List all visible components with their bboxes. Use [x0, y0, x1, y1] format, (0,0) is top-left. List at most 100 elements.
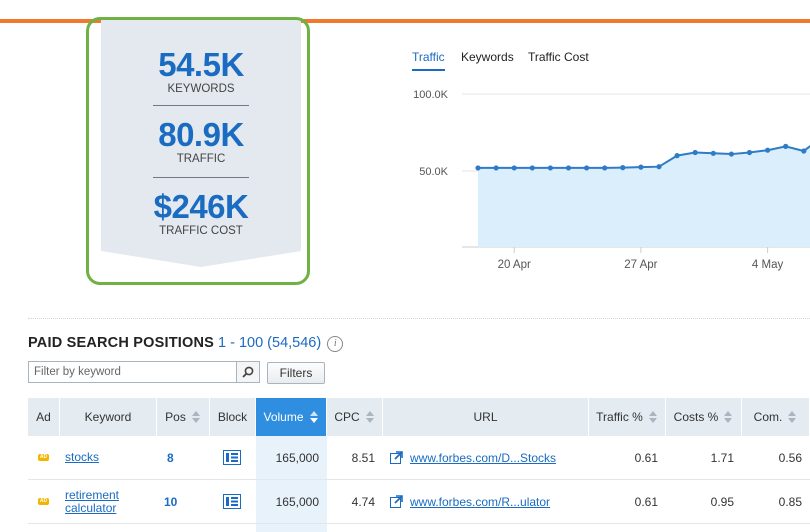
traffic-chart: 100.0K 50.0K 20 Apr 27 Apr 4 May: [413, 89, 810, 271]
url-link[interactable]: www.forbes.com/R...ulator: [410, 494, 551, 509]
tab-keywords[interactable]: Keywords: [461, 50, 514, 64]
column-header-pos[interactable]: Pos: [157, 398, 210, 436]
column-header-keyword[interactable]: Keyword: [60, 398, 157, 436]
tab-traffic-cost[interactable]: Traffic Cost: [528, 50, 589, 64]
url-link[interactable]: www.forbes.com/D...Stocks: [410, 450, 557, 465]
section-header: PAID SEARCH POSITIONS 1 - 100 (54,546) i: [28, 335, 344, 352]
section-divider: [28, 318, 810, 319]
costs-pct-cell: 0.95: [710, 494, 734, 509]
data-point[interactable]: [746, 149, 753, 156]
position-value: 10: [164, 494, 178, 509]
data-point[interactable]: [565, 165, 572, 171]
keyword-link[interactable]: stocks: [65, 450, 100, 464]
sort-icon: [309, 410, 319, 424]
data-point[interactable]: [783, 143, 789, 149]
position-value: 8: [167, 450, 174, 465]
tab-traffic[interactable]: Traffic: [412, 50, 445, 71]
data-point[interactable]: [765, 147, 771, 153]
results-range: 1 - 100 (54,546): [218, 335, 322, 351]
column-header-cpc[interactable]: CPC: [327, 398, 383, 436]
column-header-url: URL: [383, 398, 589, 436]
column-header-com[interactable]: Com.: [742, 398, 810, 436]
top-accent-bar: [0, 19, 810, 23]
sort-icon: [191, 410, 201, 424]
traffic-pct-cell: 0.61: [634, 494, 658, 509]
com-cell: 0.85: [778, 494, 802, 509]
x-tick-label: 20 Apr: [498, 259, 531, 271]
data-point[interactable]: [547, 165, 553, 171]
ad-badge-icon: AD: [38, 498, 49, 505]
cpc-cell: 8.51: [351, 450, 375, 465]
keywords-value: 54.5K: [158, 46, 244, 83]
ad-badge-icon: AD: [38, 454, 49, 461]
highlight-frame: [86, 17, 310, 285]
traffic-label: TRAFFIC: [176, 153, 226, 165]
keyword-link[interactable]: retirement calculator: [65, 487, 120, 515]
table-row: AD stocks 8 165,000 8.51 www.forbes.com/…: [28, 436, 810, 480]
com-cell: 0.56: [778, 450, 802, 465]
x-tick-label: 4 May: [752, 259, 784, 271]
volume-cell: 165,000: [275, 494, 319, 509]
ad-cell: AD: [38, 480, 49, 523]
column-header-block: Block: [210, 398, 256, 436]
section-title: PAID SEARCH POSITIONS: [28, 335, 215, 351]
search-icon: [242, 366, 254, 378]
data-point[interactable]: [710, 150, 716, 156]
banner-shape: [101, 19, 301, 267]
pos-cell: 10: [164, 480, 177, 523]
keywords-stat: 54.5K KEYWORDS: [101, 47, 301, 96]
traffic-stat: 80.9K TRAFFIC: [101, 117, 301, 166]
external-link-icon[interactable]: [390, 451, 403, 464]
serp-block-icon[interactable]: [223, 494, 241, 509]
pos-cell: 8: [167, 436, 174, 479]
info-icon[interactable]: i: [327, 336, 344, 352]
column-header-ad: Ad: [28, 398, 60, 436]
stat-divider: [153, 177, 249, 178]
data-point[interactable]: [656, 164, 662, 170]
data-point[interactable]: [493, 165, 499, 171]
stat-divider: [153, 105, 249, 106]
search-button[interactable]: [236, 362, 259, 382]
volume-cell: 165,000: [275, 450, 319, 465]
block-cell: [223, 480, 241, 523]
data-point[interactable]: [674, 153, 680, 159]
block-cell: [223, 436, 241, 479]
column-header-volume[interactable]: Volume: [256, 398, 327, 436]
sort-icon: [648, 410, 658, 424]
sort-icon: [788, 410, 797, 424]
serp-block-icon[interactable]: [223, 450, 241, 465]
data-point[interactable]: [584, 165, 590, 171]
data-point[interactable]: [620, 165, 626, 171]
y-tick-label: 50.0K: [419, 166, 448, 178]
data-point[interactable]: [475, 165, 481, 171]
filter-by-keyword-input[interactable]: [29, 362, 237, 382]
traffic-cost-label: TRAFFIC COST: [159, 225, 243, 237]
keyword-cell: retirement calculator: [65, 480, 140, 523]
x-tick-label: 27 Apr: [624, 259, 657, 271]
data-point[interactable]: [728, 151, 734, 157]
table-row: AD retirement calculator 10 165,000 4.74…: [28, 480, 810, 524]
sort-icon: [724, 410, 733, 424]
data-point[interactable]: [511, 165, 517, 171]
data-point[interactable]: [692, 149, 698, 156]
column-header-traffic-pct[interactable]: Traffic %: [589, 398, 666, 436]
filters-button[interactable]: Filters: [267, 362, 325, 384]
volume-column-highlight: [256, 436, 327, 532]
traffic-pct-cell: 0.61: [634, 450, 658, 465]
data-point[interactable]: [529, 165, 535, 171]
traffic-area: [478, 146, 810, 247]
sort-icon: [365, 410, 375, 424]
keyword-filter: [28, 361, 260, 383]
external-link-icon[interactable]: [390, 495, 403, 508]
column-header-costs-pct[interactable]: Costs %: [666, 398, 742, 436]
keywords-label: KEYWORDS: [167, 83, 235, 95]
traffic-value: 80.9K: [158, 116, 244, 153]
traffic-cost-stat: $246K TRAFFIC COST: [101, 189, 301, 238]
cpc-cell: 4.74: [351, 494, 375, 509]
traffic-cost-value: $246K: [153, 188, 249, 225]
y-tick-label: 100.0K: [413, 89, 449, 101]
data-point[interactable]: [801, 148, 807, 154]
data-point[interactable]: [638, 164, 644, 170]
data-point[interactable]: [602, 165, 608, 171]
keyword-cell: stocks: [65, 436, 155, 479]
